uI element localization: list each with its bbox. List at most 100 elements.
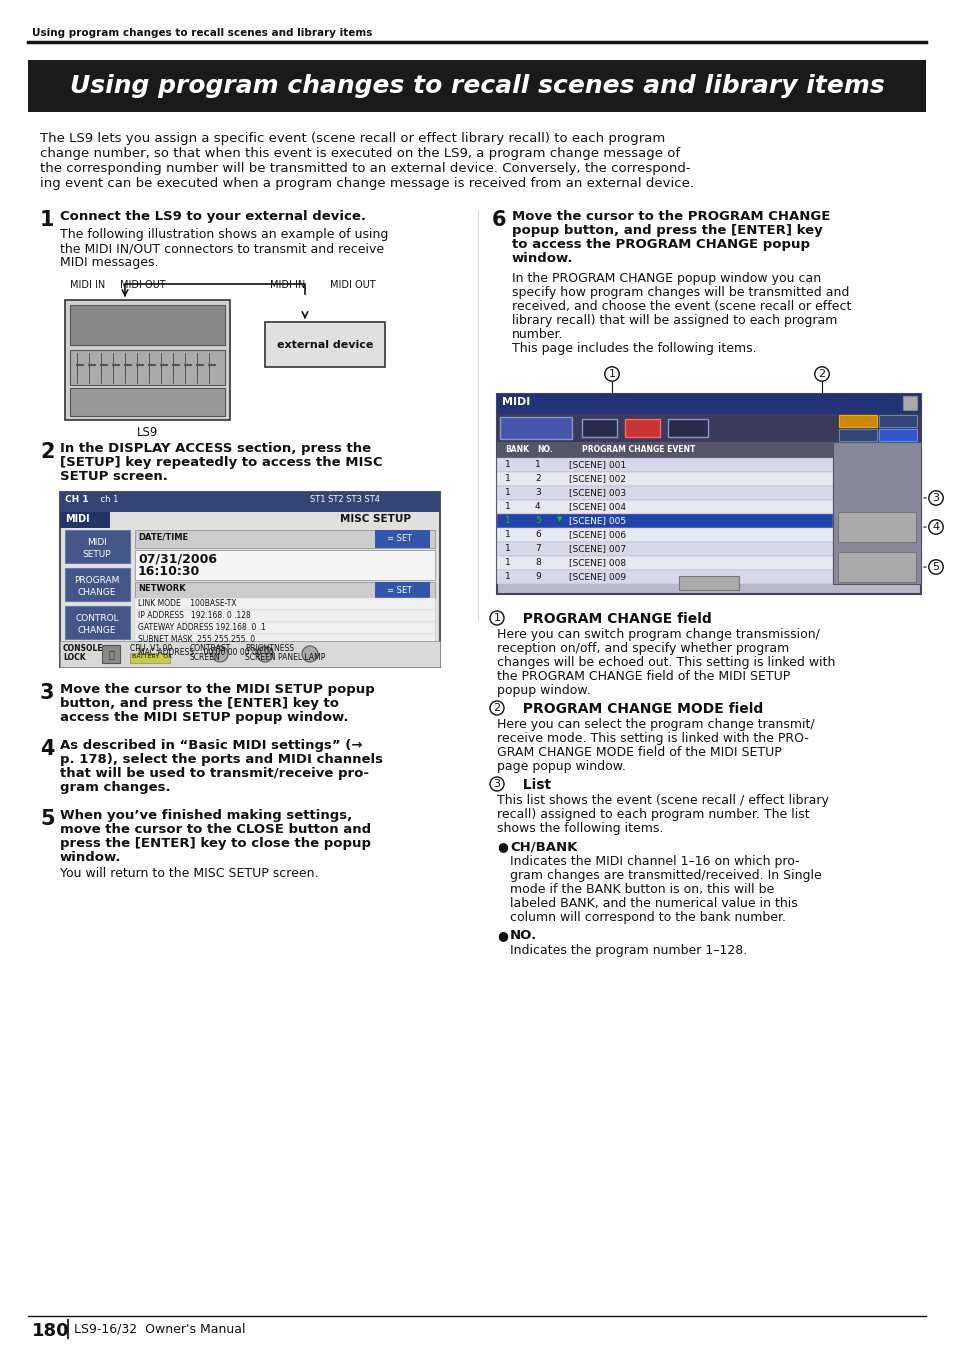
Bar — [135, 530, 435, 549]
Text: MIDI: MIDI — [87, 538, 107, 547]
Text: 3: 3 — [493, 780, 500, 789]
Text: BATTERY  OK: BATTERY OK — [132, 654, 172, 659]
Text: that will be used to transmit/receive pro-: that will be used to transmit/receive pr… — [60, 767, 369, 780]
Text: receive mode. This setting is linked with the PRO-: receive mode. This setting is linked wit… — [497, 732, 808, 744]
Bar — [497, 394, 920, 594]
Text: MIDI OUT: MIDI OUT — [330, 280, 375, 290]
Bar — [581, 419, 617, 436]
Text: LS9-16/32  Owner's Manual: LS9-16/32 Owner's Manual — [74, 1323, 245, 1335]
Text: NO.: NO. — [537, 444, 552, 454]
Bar — [497, 528, 832, 542]
Bar — [497, 486, 832, 500]
Text: ▼: ▼ — [557, 516, 561, 521]
Bar — [497, 471, 832, 486]
Text: [SCENE] 008: [SCENE] 008 — [568, 558, 625, 567]
Text: SCREEN: SCREEN — [190, 653, 220, 662]
Text: Here you can select the program change transmit/: Here you can select the program change t… — [497, 717, 814, 731]
Text: 2: 2 — [493, 703, 500, 713]
Bar — [497, 394, 920, 413]
Text: As described in “Basic MIDI settings” (→: As described in “Basic MIDI settings” (→ — [60, 739, 362, 753]
Text: access the MIDI SETUP popup window.: access the MIDI SETUP popup window. — [60, 711, 348, 724]
Text: SINGLE: SINGLE — [843, 419, 871, 426]
Text: 1: 1 — [504, 488, 510, 497]
Text: SETUP: SETUP — [83, 550, 112, 559]
Text: [SCENE] 004: [SCENE] 004 — [568, 503, 625, 511]
Text: p. 178), select the ports and MIDI channels: p. 178), select the ports and MIDI chann… — [60, 753, 382, 766]
Text: Using program changes to recall scenes and library items: Using program changes to recall scenes a… — [70, 74, 883, 99]
Text: [SCENE] 006: [SCENE] 006 — [568, 530, 625, 539]
Text: CH/BANK: CH/BANK — [510, 840, 577, 852]
Text: 1: 1 — [608, 369, 615, 380]
Bar — [265, 322, 385, 367]
Text: the PROGRAM CHANGE field of the MIDI SETUP: the PROGRAM CHANGE field of the MIDI SET… — [497, 670, 789, 684]
Text: The following illustration shows an example of using: The following illustration shows an exam… — [60, 228, 388, 240]
Text: shows the following items.: shows the following items. — [497, 821, 662, 835]
Bar — [497, 458, 832, 471]
Text: [SCENE] 003: [SCENE] 003 — [568, 488, 625, 497]
Bar — [497, 513, 832, 528]
Bar — [837, 553, 915, 582]
Text: page popup window.: page popup window. — [497, 761, 625, 773]
Text: = SET: = SET — [387, 586, 412, 594]
Circle shape — [302, 646, 317, 662]
Text: external device: external device — [276, 339, 373, 350]
Text: [SCENE] 002: [SCENE] 002 — [568, 474, 625, 484]
Text: Connect the LS9 to your external device.: Connect the LS9 to your external device. — [60, 209, 366, 223]
Text: 1: 1 — [535, 459, 540, 469]
Bar — [135, 550, 435, 580]
Text: popup window.: popup window. — [497, 684, 590, 697]
Text: received, and choose the event (scene recall or effect: received, and choose the event (scene re… — [512, 300, 850, 313]
Text: 6: 6 — [492, 209, 506, 230]
Text: PROGRAM: PROGRAM — [74, 576, 119, 585]
Text: Tx: Tx — [592, 424, 605, 434]
Text: 07/31/2006: 07/31/2006 — [138, 553, 216, 565]
Text: CLOSE: CLOSE — [694, 580, 723, 588]
Text: ●: ● — [497, 929, 507, 942]
Text: 1: 1 — [504, 474, 510, 484]
Text: changes will be echoed out. This setting is linked with: changes will be echoed out. This setting… — [497, 657, 835, 669]
Text: GRAM CHANGE MODE field of the MIDI SETUP: GRAM CHANGE MODE field of the MIDI SETUP — [497, 746, 781, 759]
Text: 4: 4 — [931, 521, 939, 532]
Bar — [60, 492, 439, 667]
Text: INITIALIZE
ALL: INITIALIZE ALL — [855, 562, 898, 581]
Text: Move the cursor to the PROGRAM CHANGE: Move the cursor to the PROGRAM CHANGE — [512, 209, 829, 223]
Text: mode if the BANK button is on, this will be: mode if the BANK button is on, this will… — [510, 884, 774, 896]
Text: recall) assigned to each program number. The list: recall) assigned to each program number.… — [497, 808, 809, 821]
Text: PROGRAM CHANGE field: PROGRAM CHANGE field — [513, 612, 711, 626]
Text: MIDI OUT: MIDI OUT — [120, 280, 166, 290]
Text: 3: 3 — [40, 684, 54, 703]
Text: reception on/off, and specify whether program: reception on/off, and specify whether pr… — [497, 642, 788, 655]
Bar — [375, 530, 430, 549]
Text: ●: ● — [497, 840, 507, 852]
Text: In the PROGRAM CHANGE popup window you can: In the PROGRAM CHANGE popup window you c… — [512, 272, 821, 285]
Text: MIDI IN: MIDI IN — [70, 280, 105, 290]
Bar — [667, 419, 707, 436]
Text: window.: window. — [512, 253, 573, 265]
Text: CH 1: CH 1 — [65, 494, 89, 504]
Bar — [497, 542, 832, 557]
Text: [SCENE] 007: [SCENE] 007 — [568, 544, 625, 553]
Bar — [878, 430, 916, 440]
Text: 3: 3 — [931, 493, 939, 503]
Text: Move the cursor to the MIDI SETUP popup: Move the cursor to the MIDI SETUP popup — [60, 684, 375, 696]
Text: 9: 9 — [535, 571, 540, 581]
Text: MAC ADDRESS    00 00 00 00 00 00: MAC ADDRESS 00 00 00 00 00 00 — [138, 648, 274, 657]
Text: ST1 ST2 ST3 ST4: ST1 ST2 ST3 ST4 — [310, 494, 379, 504]
Bar — [838, 430, 876, 440]
Text: CLEAR
ALL: CLEAR ALL — [862, 521, 890, 542]
Text: PROGRAM CHANGE EVENT: PROGRAM CHANGE EVENT — [581, 444, 695, 454]
Bar — [60, 512, 110, 528]
Text: x: x — [906, 399, 912, 408]
Text: BANK: BANK — [504, 444, 529, 454]
Text: 2: 2 — [818, 369, 824, 380]
Text: Indicates the MIDI channel 1–16 on which pro-: Indicates the MIDI channel 1–16 on which… — [510, 855, 799, 867]
Bar — [102, 644, 120, 663]
Text: CHANGE: CHANGE — [77, 626, 116, 635]
Text: = SET: = SET — [387, 534, 412, 543]
Text: ing event can be executed when a program change message is received from an exte: ing event can be executed when a program… — [40, 177, 693, 190]
Text: 16:10:30: 16:10:30 — [138, 565, 200, 578]
Text: library recall) that will be assigned to each program: library recall) that will be assigned to… — [512, 313, 837, 327]
Text: 2: 2 — [40, 442, 54, 462]
Bar — [60, 640, 439, 667]
Circle shape — [256, 646, 273, 662]
